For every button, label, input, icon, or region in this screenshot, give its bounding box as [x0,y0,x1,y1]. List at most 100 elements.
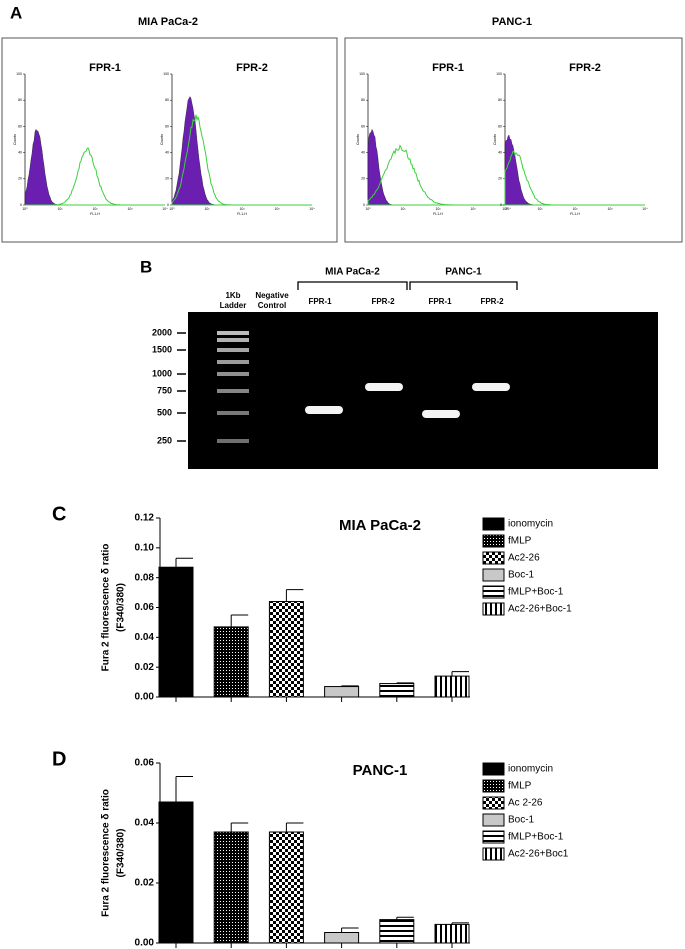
x-tick-label: 10² [435,207,441,211]
panel-label: A [10,3,22,22]
chart-title: MIA PaCa-2 [339,517,421,534]
y-tick-label: 100 [163,72,169,76]
y-tick-label: 0.02 [135,662,155,673]
y-tick-label: 60 [498,124,502,128]
lane-label: FPR-2 [480,297,504,306]
histogram-stained [505,151,645,205]
histogram-control [172,97,312,205]
lane-label: FPR-2 [371,297,395,306]
y-tick-label: 60 [18,124,22,128]
legend-label: fMLP [508,536,532,547]
panel-label: D [52,748,66,770]
band-label: -469bp [522,409,554,420]
panel-label: B [140,257,152,276]
band [305,406,343,414]
x-axis-label: FL1-H [90,212,100,216]
bar [214,627,248,697]
legend-swatch [483,586,504,598]
error-bar [342,928,359,933]
band [365,383,403,391]
y-axis-label: Fura 2 fluorescence δ ratio [101,789,112,917]
legend-label: ionomycin [508,519,553,530]
x-tick-label: 10¹ [204,207,210,211]
y-axis-label: Counts [356,134,360,145]
error-bar [452,672,469,676]
y-tick-label: 40 [498,151,502,155]
y-tick-label: 80 [18,98,22,102]
legend-swatch [483,831,504,843]
x-tick-label: 10⁰ [502,207,508,211]
bar [269,832,303,943]
legend-swatch [483,552,504,564]
y-tick-label: 0.00 [135,692,155,703]
group-title: PANC-1 [492,16,532,28]
chart-title: PANC-1 [353,762,408,779]
bar [159,802,193,943]
bracket [410,282,517,290]
bar [325,933,359,944]
x-tick-label: 10² [572,207,578,211]
lane-label: FPR-1 [428,297,452,306]
y-axis-label: Fura 2 fluorescence δ ratio [101,544,112,672]
y-tick-label: 80 [361,98,365,102]
legend-label: Ac2-26 [508,553,540,564]
x-tick-label: 10⁰ [169,207,175,211]
legend-swatch [483,848,504,860]
bar [380,684,414,697]
ladder-label: 250 [157,435,172,445]
y-tick-label: 0.04 [135,818,155,829]
band [472,383,510,391]
ladder-band [217,360,249,364]
x-tick-label: 10⁰ [365,207,371,211]
x-tick-label: 10³ [127,207,133,211]
y-tick-label: 100 [359,72,365,76]
plot-title: FPR-2 [236,62,268,74]
histogram-control [368,129,508,205]
lane-header: Control [258,301,286,310]
error-bar [231,615,248,627]
ladder-label: 750 [157,385,172,395]
legend-swatch [483,797,504,809]
y-tick-label: 20 [18,177,22,181]
x-tick-label: 10¹ [537,207,543,211]
y-tick-label: 40 [165,151,169,155]
x-tick-label: 10³ [274,207,280,211]
legend-label: Ac2-26+Boc1 [508,849,569,860]
x-tick-label: 10¹ [57,207,63,211]
x-tick-label: 10² [92,207,98,211]
y-tick-label: 0.02 [135,878,155,889]
y-axis-label: Counts [160,134,164,145]
group-title: MIA PaCa-2 [325,267,380,278]
lane-header: 1Kb [225,291,240,300]
ladder-band [217,411,249,415]
ladder-band [217,439,249,443]
y-tick-label: 0.10 [135,542,155,553]
lane-header: Ladder [220,301,247,310]
y-tick-label: 20 [165,177,169,181]
legend-label: fMLP+Boc-1 [508,832,564,843]
error-bar [286,823,303,832]
y-tick-label: 0.00 [135,938,155,949]
y-axis-label: Counts [493,134,497,145]
gel [188,312,658,469]
y-axis-label: (F340/380) [116,583,127,632]
plot-title: FPR-1 [89,62,121,74]
y-tick-label: 0.08 [135,572,155,583]
bar [380,920,414,943]
x-axis-label: FL1-H [237,212,247,216]
plot-title: FPR-2 [569,62,601,74]
ladder-band [217,348,249,352]
legend-swatch [483,763,504,775]
plot-title: FPR-1 [432,62,464,74]
y-tick-label: 0.06 [135,758,155,769]
bar [214,832,248,943]
band [422,410,460,418]
y-tick-label: 80 [498,98,502,102]
x-tick-label: 10⁰ [22,207,28,211]
ladder-band [217,372,249,376]
group-title: MIA PaCa-2 [138,16,198,28]
legend-label: ionomycin [508,764,553,775]
y-tick-label: 100 [496,72,502,76]
error-bar [176,777,193,803]
